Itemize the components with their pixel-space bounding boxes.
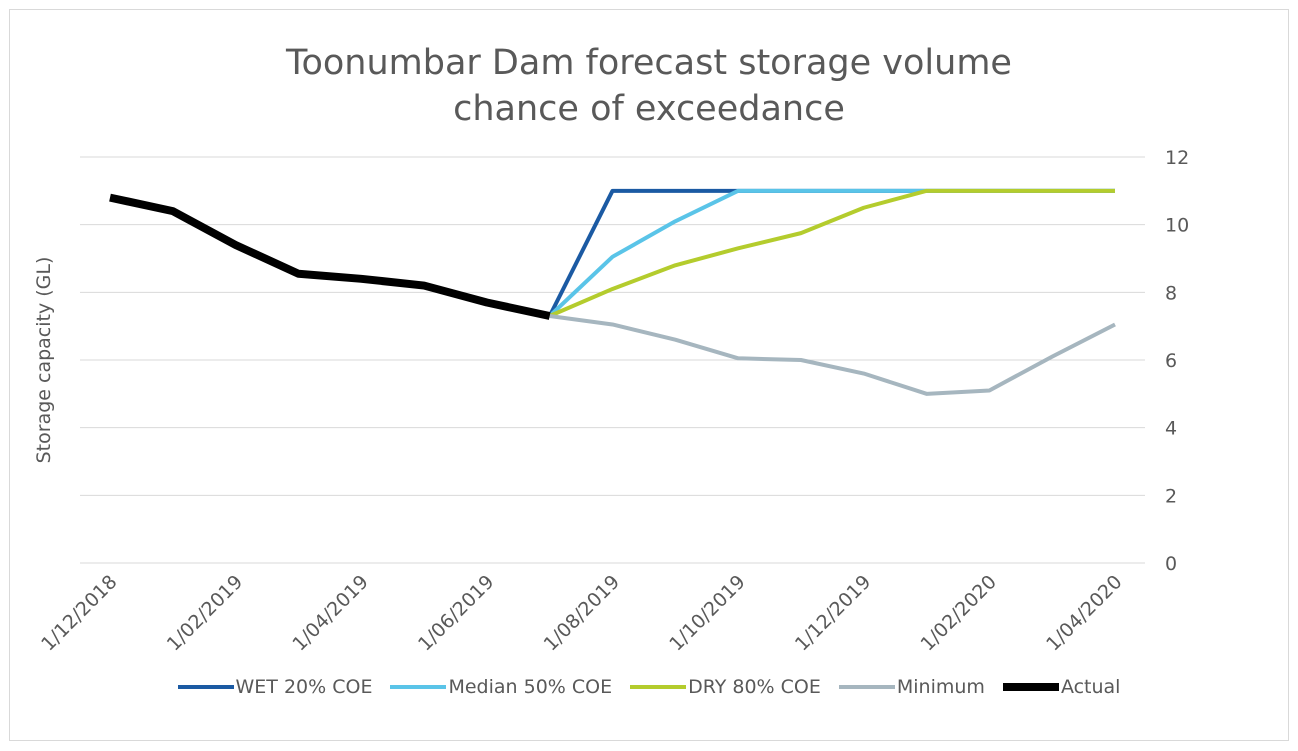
legend-swatch [838, 685, 895, 689]
x-tick-label: 1/02/2020 [916, 571, 1000, 655]
y-tick-label: 6 [1165, 350, 1177, 372]
x-tick-label: 1/06/2019 [414, 571, 498, 655]
y-tick-label: 12 [1165, 147, 1189, 169]
legend-item: Median 50% COE [390, 676, 612, 698]
series-line [549, 314, 1116, 396]
x-tick-label: 1/10/2019 [665, 571, 749, 655]
legend: WET 20% COE Median 50% COE DRY 80% COE Mini… [0, 676, 1298, 698]
legend-swatch [1002, 683, 1059, 691]
legend-swatch [390, 685, 447, 689]
legend-label: WET 20% COE [235, 676, 373, 698]
x-tick-label: 1/08/2019 [540, 571, 624, 655]
x-tick-label: 1/04/2019 [288, 571, 372, 655]
series-line [109, 193, 551, 320]
y-tick-label: 4 [1165, 418, 1177, 440]
legend-label: Minimum [896, 676, 985, 698]
legend-item: Actual [1002, 676, 1121, 698]
x-tick-label: 1/12/2018 [37, 571, 121, 655]
x-tick-label: 1/12/2019 [791, 571, 875, 655]
y-tick-label: 2 [1165, 485, 1177, 507]
chart-title: Toonumbar Dam forecast storage volume ch… [286, 43, 1012, 129]
legend-swatch [630, 685, 687, 689]
y-axis-label: Storage capacity (GL) [33, 257, 55, 464]
chart-border [9, 9, 1289, 741]
legend-item: WET 20% COE [177, 676, 373, 698]
x-tick-label: 1/04/2020 [1042, 571, 1126, 655]
series-line [548, 188, 1115, 318]
series-line [547, 188, 1115, 317]
legend-label: DRY 80% COE [688, 676, 821, 698]
y-tick-label: 0 [1165, 553, 1177, 575]
legend-swatch [177, 685, 234, 689]
y-tick-label: 8 [1165, 282, 1177, 304]
x-tick-label: 1/02/2019 [163, 571, 247, 655]
legend-label: Actual [1060, 676, 1121, 698]
series-line [548, 188, 1115, 318]
legend-item: DRY 80% COE [630, 676, 821, 698]
y-tick-label: 10 [1165, 215, 1189, 237]
legend-item: Minimum [838, 676, 985, 698]
legend-label: Median 50% COE [448, 676, 613, 698]
